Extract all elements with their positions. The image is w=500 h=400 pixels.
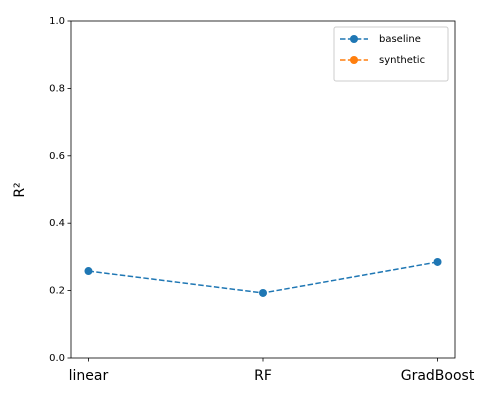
y-tick-label: 0.8 [49,83,65,94]
x-tick-label: RF [254,368,272,384]
legend-label: synthetic [379,55,425,66]
data-point [433,257,442,266]
legend-marker [350,56,358,64]
y-tick-label: 0.0 [49,353,65,364]
legend-marker [350,35,358,43]
legend-label: baseline [379,34,421,45]
x-tick-label: GradBoost [401,368,475,384]
y-tick-label: 0.4 [49,218,65,229]
plot-frame [70,20,456,359]
y-tick-label: 1.0 [49,16,65,27]
legend-box [333,26,449,82]
series-line [88,261,438,294]
data-point [84,267,93,276]
y-axis-label: R² [12,182,28,197]
x-tick-label: linear [69,368,109,384]
y-tick-label: 0.2 [49,286,65,297]
y-tick-label: 0.6 [49,151,65,162]
data-point [259,288,267,297]
